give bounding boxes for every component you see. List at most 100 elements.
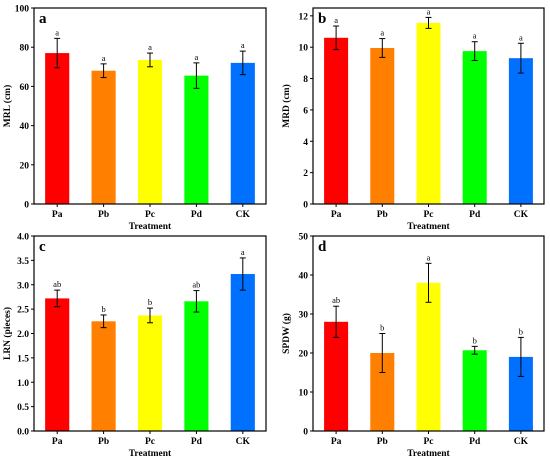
significance-label: a [102, 53, 106, 63]
significance-label: ab [53, 279, 61, 289]
x-tick-label: Pd [469, 437, 481, 447]
y-tick-label: 0 [303, 428, 308, 438]
significance-label: a [148, 42, 152, 52]
y-tick-label: 10 [299, 44, 309, 54]
bar-pd [184, 301, 209, 431]
x-axis-title: Treatment [407, 222, 450, 232]
significance-label: a [334, 15, 338, 25]
y-tick-label: 1.0 [17, 379, 29, 389]
significance-label: b [380, 323, 384, 333]
bar-pd [462, 51, 487, 205]
significance-label: a [195, 52, 199, 62]
significance-label: a [55, 27, 59, 37]
y-tick-label: 0.0 [17, 428, 29, 438]
y-axis-title: MRL (cm) [2, 85, 13, 127]
significance-label: b [148, 297, 152, 307]
bar-ck [230, 274, 255, 431]
y-tick-label: 4.0 [17, 233, 29, 243]
bar-pd [462, 350, 487, 431]
panel-letter: a [39, 11, 47, 27]
y-tick-label: 8 [303, 75, 308, 85]
y-tick-label: 80 [20, 44, 30, 54]
bar-pa [45, 298, 70, 431]
significance-label: a [241, 40, 245, 50]
x-tick-label: Pa [52, 437, 63, 447]
y-tick-label: 3.5 [17, 257, 29, 267]
plot-frame [33, 235, 267, 432]
significance-label: a [427, 252, 431, 262]
significance-label: a [519, 32, 523, 42]
y-tick-label: 12 [299, 12, 309, 22]
significance-label: a [241, 247, 245, 257]
x-tick-label: Pd [191, 437, 203, 447]
x-tick-label: Pc [423, 210, 433, 220]
x-tick-label: Pa [52, 210, 63, 220]
panel-c: ab Pa b Pb b Pc ab Pd a CK 0.0 0.5 1.0 1.5 2.0 2.5 3.0 3.… [2, 233, 267, 459]
x-axis-title: Treatment [129, 222, 172, 232]
plot-frame [312, 7, 545, 205]
panel-letter: c [39, 239, 46, 255]
y-tick-label: 0 [24, 201, 29, 211]
bar-pb [91, 70, 116, 204]
significance-label: b [101, 304, 105, 314]
x-tick-label: Pd [469, 210, 481, 220]
bar-ck [508, 58, 533, 205]
bar-pb [91, 321, 116, 431]
panel-d: ab Pa b Pb a Pc b Pd b CK 0 10 20 30 40 50 Treatment SPDW… [281, 233, 545, 459]
y-tick-label: 20 [20, 161, 30, 171]
y-tick-label: 40 [299, 272, 309, 282]
y-tick-label: 50 [299, 233, 309, 243]
x-tick-label: CK [236, 437, 251, 447]
y-tick-label: 1.5 [17, 354, 29, 364]
y-axis-title: MRD (cm) [281, 84, 292, 128]
significance-label: a [427, 6, 431, 16]
x-tick-label: Pb [377, 437, 388, 447]
significance-label: ab [192, 280, 200, 290]
y-tick-label: 60 [20, 83, 30, 93]
x-tick-label: Pb [377, 210, 388, 220]
significance-label: a [380, 28, 384, 38]
y-axis-title: SPDW (g) [281, 313, 292, 354]
x-tick-label: CK [236, 210, 251, 220]
significance-label: b [519, 326, 523, 336]
bar-pa [45, 53, 70, 204]
x-axis-title: Treatment [129, 449, 172, 459]
panel-letter: d [318, 239, 327, 255]
x-tick-label: Pc [145, 437, 155, 447]
y-tick-label: 100 [15, 5, 30, 15]
bar-pb [370, 47, 395, 204]
y-tick-label: 6 [303, 106, 308, 116]
plot-frame [33, 7, 267, 205]
bar-ck [230, 62, 255, 204]
y-tick-label: 30 [299, 311, 309, 321]
y-tick-label: 40 [20, 122, 30, 132]
x-tick-label: Pa [331, 210, 342, 220]
y-tick-label: 2.5 [17, 306, 29, 316]
significance-label: b [473, 335, 477, 345]
y-axis-title: LRN (pieces) [2, 307, 13, 360]
panel-a: a Pa a Pb a Pc a Pd a CK 0 20 40 60 80 100 Treatment MRL … [2, 5, 267, 232]
panel-b: a Pa a Pb a Pc a Pd a CK 0 2 4 6 8 10 12 Treatment MRD (cm… [281, 6, 545, 232]
bar-pd [184, 75, 209, 205]
bar-pc [416, 22, 441, 205]
significance-label: a [473, 31, 477, 41]
y-tick-label: 4 [303, 138, 308, 148]
x-tick-label: Pb [98, 437, 109, 447]
x-tick-label: Pd [191, 210, 203, 220]
x-tick-label: Pc [423, 437, 433, 447]
y-tick-label: 2.0 [17, 330, 29, 340]
bar-pc [416, 282, 441, 431]
x-tick-label: CK [514, 210, 529, 220]
x-tick-label: Pa [331, 437, 342, 447]
bar-pa [324, 321, 349, 431]
x-axis-title: Treatment [407, 449, 450, 459]
significance-label: ab [332, 295, 340, 305]
bar-pc [137, 59, 163, 204]
x-tick-label: Pb [98, 210, 109, 220]
y-tick-label: 3.0 [17, 281, 29, 291]
x-tick-label: CK [514, 437, 529, 447]
bar-pa [324, 37, 349, 205]
y-tick-label: 2 [303, 169, 308, 179]
bar-pc [137, 315, 163, 431]
